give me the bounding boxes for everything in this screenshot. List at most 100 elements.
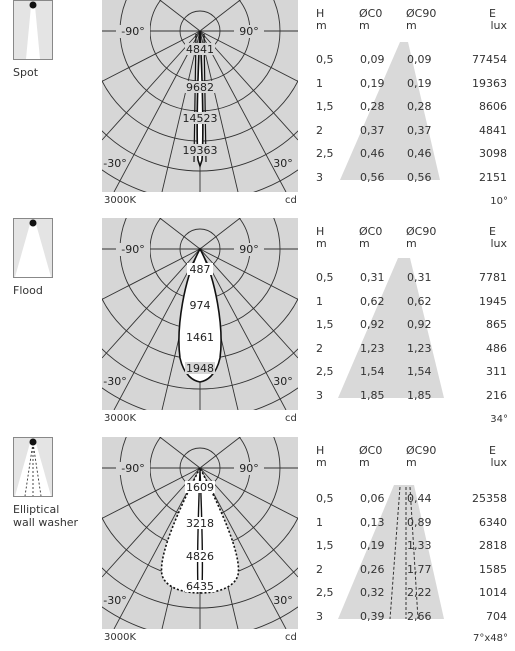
intensity-label: 1948	[186, 362, 214, 375]
table-cell-c0: 0,26	[360, 562, 385, 576]
table-cell-e: 6340	[479, 515, 507, 529]
polar-intensity-diagram: 487 974 1461 1948 -90° 90° -30° 30°	[102, 218, 298, 410]
header-c90-unit: m	[406, 456, 417, 469]
header-c90: ØC90	[406, 7, 437, 20]
header-c0-unit: m	[359, 456, 370, 469]
table-cell-e: 1014	[479, 586, 507, 599]
table-cell-c0: 0,46	[360, 147, 385, 160]
table-cell-c0: 1,23	[360, 341, 385, 355]
luminaire-type-label: Flood	[13, 284, 43, 297]
flood-beam-icon	[13, 218, 53, 278]
intensity-label: 3218	[186, 517, 214, 530]
table-cell-c90: 0,46	[407, 147, 432, 160]
angle-label-neg90: -90°	[121, 25, 144, 38]
header-e: E	[489, 444, 496, 457]
table-cell-c90: 0,56	[407, 170, 432, 184]
light-cone-graphic	[340, 42, 440, 180]
polar-intensity-diagram: 1609 3218 4826 6435 -90° 90° -30° 30°	[102, 437, 298, 629]
angle-label-neg30: -30°	[103, 157, 126, 170]
light-cone-graphic	[338, 258, 444, 398]
angle-label-neg90: -90°	[121, 462, 144, 475]
table-cell-e: 704	[486, 609, 507, 623]
table-cell-c90: 0,44	[407, 492, 432, 505]
intensity-label: 4841	[186, 43, 214, 56]
intensity-label: 1461	[186, 331, 214, 344]
intensity-label: 1609	[186, 481, 214, 494]
table-cell-c90: 0,19	[407, 76, 432, 90]
header-c0-unit: m	[359, 237, 370, 250]
table-cell-e: 4841	[479, 123, 507, 137]
table-cell-c0: 0,09	[360, 53, 385, 66]
table-cell-c0: 0,62	[360, 294, 385, 308]
table-cell-c0: 0,19	[360, 76, 385, 90]
angle-label-neg90: -90°	[121, 243, 144, 256]
table-cell-c0: 0,32	[360, 586, 385, 599]
table-cell-h: 0,5	[316, 271, 334, 284]
beam-angle: 34°	[490, 414, 508, 425]
table-cell-c90: 1,33	[407, 539, 432, 552]
table-cell-c0: 1,85	[360, 388, 385, 402]
header-c0: ØC0	[359, 444, 383, 457]
header-h: H	[316, 225, 325, 238]
table-cell-h: 1,5	[316, 100, 334, 113]
table-cell-e: 8606	[479, 100, 507, 113]
angle-label-pos30: 30°	[273, 157, 293, 170]
table-cell-h: 3	[316, 388, 323, 402]
table-cell-c90: 1,77	[407, 562, 432, 576]
angle-label-pos90: 90°	[239, 25, 259, 38]
header-e: E	[489, 7, 496, 20]
header-e-unit: lux	[490, 19, 507, 32]
intensity-unit: cd	[285, 632, 297, 643]
table-cell-h: 1	[316, 76, 323, 90]
table-cell-h: 3	[316, 170, 323, 184]
angle-label-neg30: -30°	[103, 594, 126, 607]
table-cell-e: 2151	[479, 170, 507, 184]
angle-label-pos90: 90°	[239, 243, 259, 256]
table-cell-c0: 0,39	[360, 609, 385, 623]
table-cell-h: 2,5	[316, 365, 334, 378]
color-temperature: 3000K	[104, 195, 137, 206]
table-cell-c90: 0,31	[407, 271, 432, 284]
section-spot: Spot	[0, 0, 515, 213]
table-cell-c0: 0,92	[360, 318, 385, 331]
table-cell-h: 0,5	[316, 53, 334, 66]
header-c0: ØC0	[359, 7, 383, 20]
table-cell-c90: 2,22	[407, 586, 432, 599]
table-cell-c0: 0,56	[360, 170, 385, 184]
table-cell-c90: 1,23	[407, 341, 432, 355]
table-cell-c90: 0,89	[407, 515, 432, 529]
table-cell-e: 25358	[472, 492, 507, 505]
table-cell-c90: 0,92	[407, 318, 432, 331]
light-cone-graphic	[338, 485, 444, 620]
table-cell-c90: 0,62	[407, 294, 432, 308]
angle-label-neg30: -30°	[103, 375, 126, 388]
table-cell-c0: 0,19	[360, 539, 385, 552]
luminaire-type-label: Elliptical wall washer	[13, 503, 79, 529]
table-cell-e: 2818	[479, 539, 507, 552]
table-cell-c0: 0,13	[360, 515, 385, 529]
intensity-label: 4826	[186, 550, 214, 563]
table-cell-c0: 0,37	[360, 123, 385, 137]
table-cell-e: 865	[486, 318, 507, 331]
intensity-label: 6435	[186, 580, 214, 593]
intensity-label: 487	[190, 263, 211, 276]
table-cell-h: 2	[316, 562, 323, 576]
table-cell-c90: 1,54	[407, 365, 432, 378]
polar-intensity-diagram: 4841 9682 14523 19363 -90° 90° -30° 30°	[102, 0, 298, 192]
table-cell-e: 7781	[479, 271, 507, 284]
header-c90: ØC90	[406, 225, 437, 238]
section-elliptical-wall-washer: Elliptical wall washer	[0, 437, 515, 650]
table-cell-h: 2	[316, 123, 323, 137]
table-cell-c90: 2,66	[407, 609, 432, 623]
table-cell-h: 2,5	[316, 586, 334, 599]
header-c90-unit: m	[406, 237, 417, 250]
angle-label-pos30: 30°	[273, 375, 293, 388]
header-c90-unit: m	[406, 19, 417, 32]
header-h-unit: m	[316, 456, 327, 469]
header-c0-unit: m	[359, 19, 370, 32]
color-temperature: 3000K	[104, 632, 137, 643]
color-temperature: 3000K	[104, 413, 137, 424]
beam-angle: 7°x48°	[472, 633, 508, 644]
angle-label-pos30: 30°	[273, 594, 293, 607]
section-flood: Flood	[0, 218, 515, 431]
